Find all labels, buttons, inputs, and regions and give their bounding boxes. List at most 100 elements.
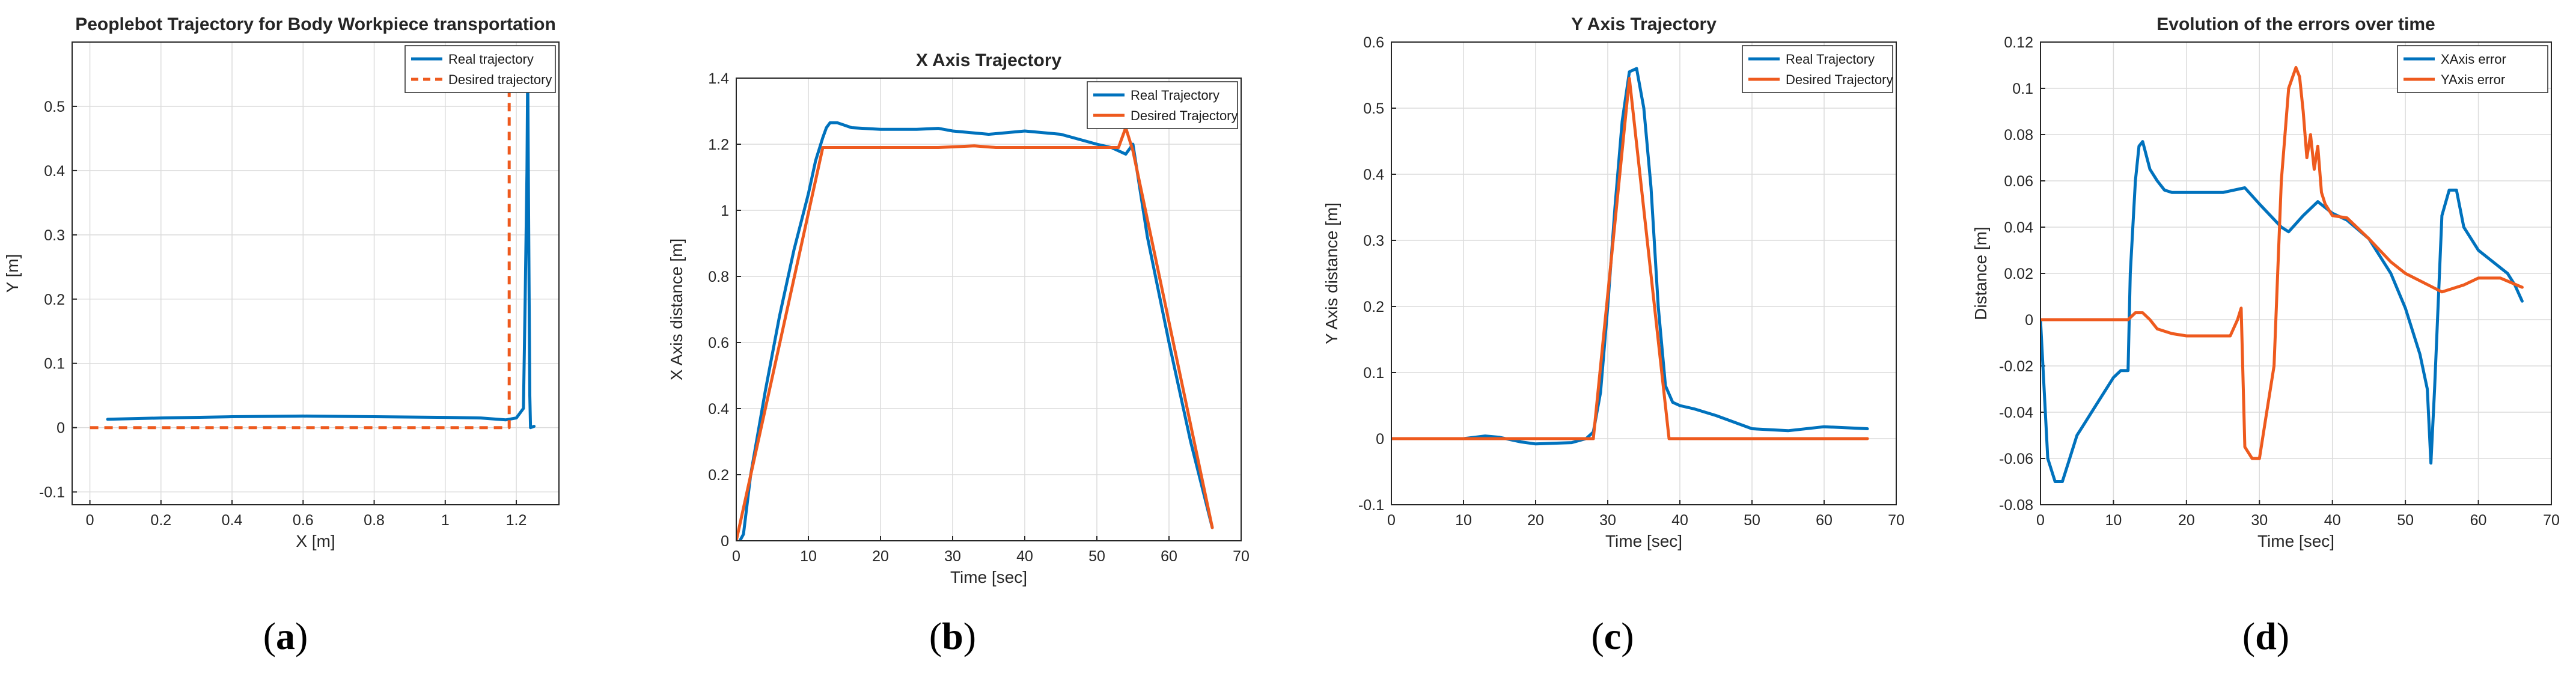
y-tick-label: 0.6 bbox=[1363, 34, 1384, 51]
y-tick-label: 0.3 bbox=[1363, 233, 1384, 249]
y-tick-label: 0.3 bbox=[44, 227, 65, 244]
series-line-xaxis-error bbox=[2040, 140, 2524, 483]
axes-border bbox=[736, 78, 1242, 541]
x-tick-label: 40 bbox=[1671, 512, 1688, 529]
x-tick-label: 1.2 bbox=[506, 512, 527, 529]
series-line-yaxis-error bbox=[2040, 65, 2524, 460]
y-axis-label: Y [m] bbox=[3, 254, 22, 293]
x-tick-label: 20 bbox=[872, 548, 889, 565]
y-tick-label: 1.4 bbox=[708, 70, 729, 87]
y-tick-label: 1 bbox=[721, 202, 729, 219]
legend-label: Real Trajectory bbox=[1131, 88, 1219, 103]
series-group bbox=[90, 66, 536, 430]
legend-label: Real Trajectory bbox=[1786, 52, 1875, 67]
chart-panel-a: 0 0.2 0.4 0.6 0.8 1 1.2 -0.1 0 0.1 0.2 0.3 0.4 0.5 Peo… bbox=[3, 14, 560, 657]
axes-border bbox=[1391, 41, 1897, 505]
chart-panel-b: 0 10 20 30 40 50 60 70 0 0.2 0.4 0.6 0.8 1 1.2 1.4 X Axi… bbox=[667, 50, 1250, 657]
x-tick-label: 50 bbox=[1744, 512, 1760, 529]
x-tick-label: 30 bbox=[944, 548, 961, 565]
x-tick-label: 0 bbox=[2036, 512, 2045, 529]
legend: Real Trajectory Desired Trajectory bbox=[1742, 45, 1893, 93]
series-group bbox=[2040, 65, 2524, 483]
series-line-real-trajectory bbox=[1391, 67, 1869, 446]
legend: XAxis error YAxis error bbox=[2397, 45, 2548, 93]
x-axis-label: Time [sec] bbox=[2257, 532, 2334, 550]
x-tick-label: 60 bbox=[1816, 512, 1833, 529]
legend-label: XAxis error bbox=[2441, 52, 2506, 67]
y-tick-label: 0.2 bbox=[1363, 299, 1384, 315]
legend-label: Desired trajectory bbox=[448, 72, 552, 87]
chart-title: X Axis Trajectory bbox=[916, 50, 1062, 70]
chart-panel-d: 0 10 20 30 40 50 60 70 -0.08 -0.06 -0.04 -0.02 0 0.02… bbox=[1971, 14, 2560, 657]
legend-box bbox=[1742, 45, 1893, 93]
chart-title: Peoplebot Trajectory for Body Workpiece … bbox=[75, 14, 556, 34]
series-line-desired-trajectory bbox=[90, 74, 511, 430]
x-tick-label: 10 bbox=[1455, 512, 1472, 529]
x-tick-label: 60 bbox=[2470, 512, 2487, 529]
x-tick-label: 1 bbox=[441, 512, 450, 529]
y-tick-label: -0.1 bbox=[1358, 497, 1384, 514]
y-tick-label: 0 bbox=[2025, 312, 2033, 329]
y-tick-label: 0.4 bbox=[708, 401, 729, 418]
x-axis-label: X [m] bbox=[296, 532, 335, 550]
legend: Real trajectory Desired trajectory bbox=[404, 45, 556, 93]
x-tick-label: 30 bbox=[1599, 512, 1616, 529]
x-tick-label: 70 bbox=[1888, 512, 1905, 529]
y-tick-label: 0.04 bbox=[2004, 219, 2033, 236]
x-tick-label: 0.4 bbox=[222, 512, 243, 529]
series-line-real-trajectory bbox=[738, 121, 1214, 541]
x-tick-label: 20 bbox=[1527, 512, 1544, 529]
legend-box bbox=[2397, 45, 2548, 93]
x-tick-label: 50 bbox=[2397, 512, 2414, 529]
chart-title: Evolution of the errors over time bbox=[2156, 14, 2435, 34]
x-axis-label: Time [sec] bbox=[1605, 532, 1682, 550]
x-tick-label: 10 bbox=[2105, 512, 2122, 529]
panel-caption: (c) bbox=[1591, 615, 1634, 657]
y-axis-label: Distance [m] bbox=[1971, 227, 1990, 320]
x-tick-label: 50 bbox=[1088, 548, 1105, 565]
series-group bbox=[1391, 67, 1869, 446]
series-line-real-trajectory bbox=[106, 66, 536, 430]
legend-label: Desired Trajectory bbox=[1131, 108, 1238, 123]
legend-label: Real trajectory bbox=[448, 52, 534, 67]
y-tick-label: 0.08 bbox=[2004, 127, 2033, 144]
x-tick-label: 0 bbox=[86, 512, 94, 529]
x-tick-label: 70 bbox=[1233, 548, 1250, 565]
x-tick-label: 10 bbox=[800, 548, 817, 565]
y-tick-label: 0.12 bbox=[2004, 34, 2033, 51]
y-tick-label: 0.6 bbox=[708, 335, 729, 352]
y-tick-label: 0.5 bbox=[44, 99, 65, 115]
x-tick-label: 20 bbox=[2178, 512, 2195, 529]
panel-caption: (d) bbox=[2242, 615, 2289, 657]
y-tick-label: 0.1 bbox=[2012, 81, 2033, 97]
legend: Real Trajectory Desired Trajectory bbox=[1087, 81, 1238, 129]
y-tick-label: 0.8 bbox=[708, 269, 729, 285]
legend-box bbox=[404, 45, 556, 93]
axes-border bbox=[2040, 41, 2552, 505]
x-tick-label: 30 bbox=[2251, 512, 2268, 529]
series-group bbox=[736, 121, 1214, 541]
y-tick-label: 0.2 bbox=[708, 467, 729, 484]
y-axis-label: Y Axis distance [m] bbox=[1322, 202, 1341, 344]
legend-label: YAxis error bbox=[2441, 72, 2505, 87]
panel-caption: (a) bbox=[263, 615, 308, 657]
y-tick-label: -0.06 bbox=[1999, 451, 2033, 467]
y-tick-label: -0.1 bbox=[39, 484, 65, 501]
y-tick-label: 1.2 bbox=[708, 136, 729, 153]
y-tick-label: 0 bbox=[1376, 431, 1384, 448]
y-tick-label: -0.08 bbox=[1999, 497, 2033, 514]
y-tick-label: 0.1 bbox=[1363, 365, 1384, 382]
y-tick-label: 0.4 bbox=[44, 163, 65, 180]
x-tick-label: 0 bbox=[1387, 512, 1396, 529]
x-tick-label: 40 bbox=[2324, 512, 2341, 529]
y-tick-label: -0.02 bbox=[1999, 358, 2033, 375]
x-tick-label: 0.8 bbox=[364, 512, 385, 529]
x-tick-label: 70 bbox=[2543, 512, 2560, 529]
legend-label: Desired Trajectory bbox=[1786, 72, 1893, 87]
axes-border bbox=[72, 41, 560, 505]
y-tick-label: 0 bbox=[721, 533, 729, 550]
y-tick-label: 0 bbox=[56, 420, 65, 437]
y-tick-label: 0.06 bbox=[2004, 173, 2033, 190]
chart-panel-c: 0 10 20 30 40 50 60 70-0.100.10.20.30.40.50.6Y … bbox=[1322, 14, 1905, 657]
x-tick-label: 0.6 bbox=[293, 512, 314, 529]
